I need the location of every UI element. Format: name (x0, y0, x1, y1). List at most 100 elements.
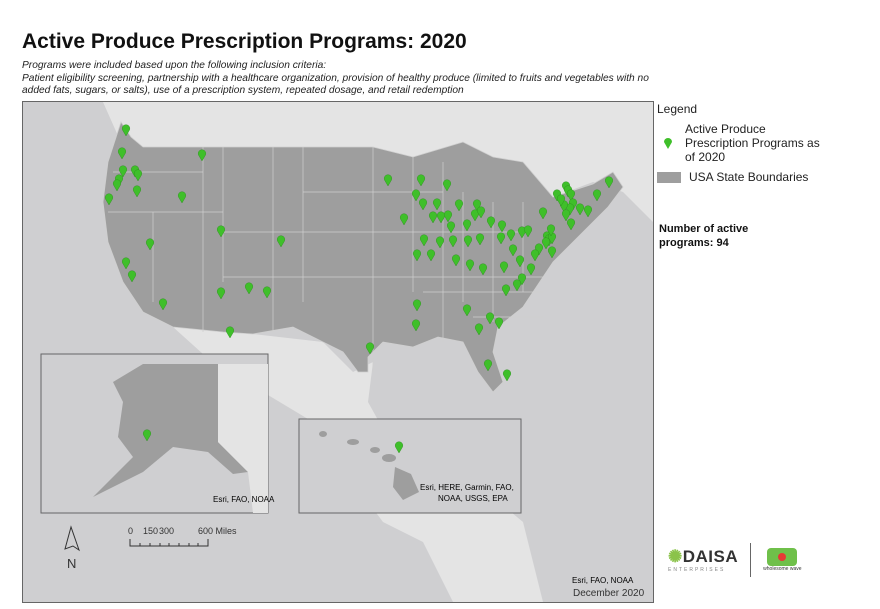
hawaii-inset: Esri, HERE, Garmin, FAO, NOAA, USGS, EPA (298, 418, 522, 514)
program-marker[interactable] (217, 287, 225, 300)
usa-states (102, 121, 624, 393)
program-marker[interactable] (486, 312, 494, 325)
north-arrow-icon: N (64, 525, 80, 571)
program-marker[interactable] (400, 213, 408, 226)
program-marker[interactable] (226, 326, 234, 339)
program-marker[interactable] (497, 232, 505, 245)
program-marker[interactable] (178, 191, 186, 204)
scale-label: 150 (143, 526, 158, 536)
program-marker[interactable] (412, 319, 420, 332)
program-marker[interactable] (413, 249, 421, 262)
map-pin-icon (664, 138, 672, 149)
program-marker[interactable] (128, 270, 136, 283)
program-marker[interactable] (584, 205, 592, 218)
program-marker[interactable] (557, 194, 565, 207)
program-marker[interactable] (122, 257, 130, 270)
program-marker[interactable] (507, 229, 515, 242)
program-marker[interactable] (122, 124, 130, 137)
program-marker[interactable] (463, 219, 471, 232)
program-marker[interactable] (524, 225, 532, 238)
program-marker[interactable] (471, 209, 479, 222)
scale-label: 300 (159, 526, 174, 536)
program-marker[interactable] (452, 254, 460, 267)
program-marker[interactable] (134, 169, 142, 182)
program-marker[interactable] (366, 342, 374, 355)
program-marker[interactable] (567, 218, 575, 231)
program-marker[interactable] (395, 441, 403, 454)
program-marker[interactable] (509, 244, 517, 257)
program-marker[interactable] (473, 199, 481, 212)
program-marker[interactable] (567, 189, 575, 202)
program-marker[interactable] (198, 149, 206, 162)
program-marker[interactable] (487, 216, 495, 229)
program-marker[interactable] (502, 284, 510, 297)
program-marker[interactable] (513, 279, 521, 292)
program-marker[interactable] (146, 238, 154, 251)
program-marker[interactable] (412, 189, 420, 202)
program-marker[interactable] (476, 233, 484, 246)
program-marker[interactable] (576, 203, 584, 216)
program-marker[interactable] (518, 273, 526, 286)
program-marker[interactable] (593, 189, 601, 202)
program-marker[interactable] (245, 282, 253, 295)
program-marker[interactable] (562, 209, 570, 222)
program-marker[interactable] (455, 199, 463, 212)
program-marker[interactable] (384, 174, 392, 187)
legend-item-states: USA State Boundaries (657, 170, 825, 184)
program-marker[interactable] (417, 174, 425, 187)
program-marker[interactable] (463, 304, 471, 317)
program-marker[interactable] (159, 298, 167, 311)
wholesome-wave-logo: wholesome wave (763, 548, 802, 572)
program-marker[interactable] (569, 198, 577, 211)
program-marker[interactable] (133, 185, 141, 198)
program-marker[interactable] (464, 235, 472, 248)
program-marker[interactable] (531, 249, 539, 262)
program-marker[interactable] (427, 249, 435, 262)
program-marker[interactable] (527, 263, 535, 276)
scale-bar: 0 150 300 600 Miles (128, 526, 237, 547)
program-marker[interactable] (484, 359, 492, 372)
program-marker[interactable] (444, 210, 452, 223)
program-marker[interactable] (548, 246, 556, 259)
program-marker[interactable] (419, 198, 427, 211)
program-marker[interactable] (498, 220, 506, 233)
north-label: N (67, 556, 76, 571)
program-marker[interactable] (413, 299, 421, 312)
program-marker[interactable] (119, 165, 127, 178)
program-marker[interactable] (429, 211, 437, 224)
program-marker[interactable] (217, 225, 225, 238)
program-marker[interactable] (143, 429, 151, 442)
program-marker[interactable] (475, 323, 483, 336)
program-marker[interactable] (277, 235, 285, 248)
program-marker[interactable] (113, 179, 121, 192)
program-count: Number of active programs: 94 (659, 223, 749, 249)
program-marker[interactable] (516, 255, 524, 268)
program-marker[interactable] (495, 317, 503, 330)
program-marker[interactable] (433, 198, 441, 211)
program-marker[interactable] (449, 235, 457, 248)
program-marker[interactable] (263, 286, 271, 299)
program-marker[interactable] (605, 176, 613, 189)
program-marker[interactable] (477, 206, 485, 219)
program-marker[interactable] (539, 207, 547, 220)
program-marker[interactable] (553, 189, 561, 202)
legend: Legend Active Produce Prescription Progr… (657, 102, 825, 184)
program-marker[interactable] (547, 224, 555, 237)
program-marker[interactable] (420, 234, 428, 247)
program-marker[interactable] (466, 259, 474, 272)
program-marker[interactable] (500, 261, 508, 274)
program-marker[interactable] (479, 263, 487, 276)
program-marker[interactable] (443, 179, 451, 192)
logos: ✺DAISA ENTERPRISES wholesome wave (668, 543, 802, 577)
map-frame[interactable]: Esri, FAO, NOAA Esri, HERE, Garmin, FAO,… (22, 101, 654, 603)
program-marker[interactable] (436, 236, 444, 249)
program-marker[interactable] (503, 369, 511, 382)
program-marker[interactable] (447, 221, 455, 234)
program-marker[interactable] (566, 203, 574, 216)
program-marker[interactable] (535, 243, 543, 256)
alaska-inset: Esri, FAO, NOAA (40, 353, 275, 514)
program-marker[interactable] (105, 193, 113, 206)
program-marker[interactable] (542, 237, 550, 250)
legend-label: Active Produce Prescription Programs as … (685, 122, 820, 164)
program-marker[interactable] (118, 147, 126, 160)
